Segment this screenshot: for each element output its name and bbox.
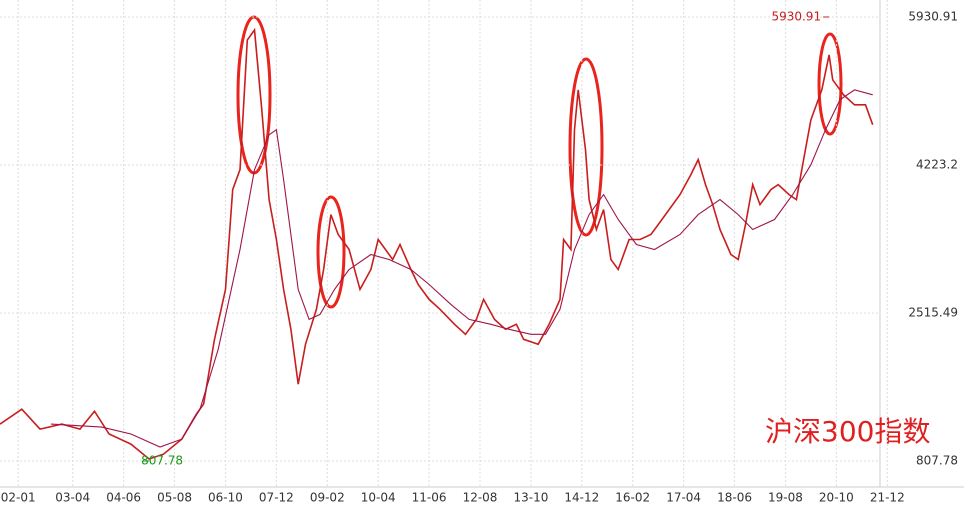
y-tick-label: 4223.2 bbox=[916, 158, 958, 172]
y-tick-label: 2515.49 bbox=[908, 306, 958, 320]
x-tick-label: 10-04 bbox=[361, 491, 396, 505]
highlight-ellipse bbox=[817, 32, 843, 136]
series-line bbox=[0, 27, 874, 460]
x-tick-label: 09-02 bbox=[310, 491, 345, 505]
x-tick-label: 07-12 bbox=[259, 491, 294, 505]
extreme-label: 807.78 bbox=[141, 454, 183, 468]
extreme-label: 5930.91 bbox=[771, 9, 821, 23]
x-tick-label: 06-10 bbox=[208, 491, 243, 505]
x-tick-label: 20-10 bbox=[819, 491, 854, 505]
x-tick-label: 03-04 bbox=[55, 491, 90, 505]
x-tick-label: 16-02 bbox=[615, 491, 650, 505]
x-tick-label: 04-06 bbox=[106, 491, 141, 505]
x-tick-label: 14-12 bbox=[564, 491, 599, 505]
x-tick-label: 05-08 bbox=[157, 491, 192, 505]
x-tick-label: 21-12 bbox=[870, 491, 905, 505]
x-tick-label: 19-08 bbox=[768, 491, 803, 505]
x-tick-label: 02-01 bbox=[1, 491, 36, 505]
x-tick-label: 12-08 bbox=[463, 491, 498, 505]
y-tick-label: 5930.91 bbox=[908, 9, 958, 23]
x-tick-label: 13-10 bbox=[513, 491, 548, 505]
chart-title: 沪深300指数 bbox=[765, 415, 930, 448]
series-line bbox=[50, 89, 873, 448]
x-tick-label: 18-06 bbox=[717, 491, 752, 505]
highlight-ellipse bbox=[568, 57, 604, 237]
highlight-ellipse bbox=[316, 195, 346, 309]
x-tick-label: 17-04 bbox=[666, 491, 701, 505]
x-tick-label: 11-06 bbox=[412, 491, 447, 505]
y-tick-label: 807.78 bbox=[916, 454, 958, 468]
